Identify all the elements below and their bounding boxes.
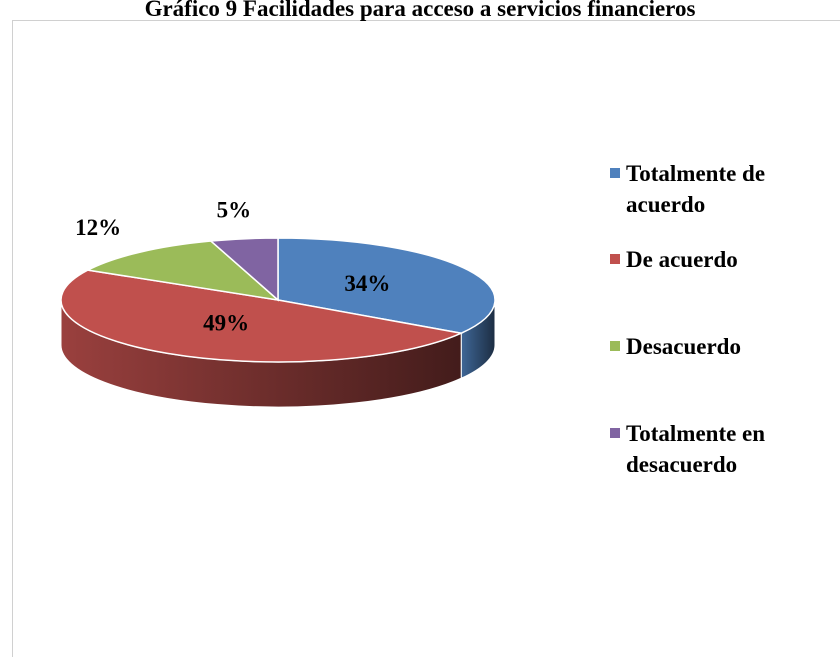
slice: [209, 237, 279, 302]
data-label: 34%: [344, 271, 390, 296]
legend-entry: Totalmente en desacuerdo: [606, 418, 806, 480]
data-label: 12%: [75, 215, 121, 240]
legend-entry: Totalmente de acuerdo: [606, 158, 806, 220]
chart-title: Gráfico 9 Facilidades para acceso a serv…: [145, 0, 696, 21]
legend-swatch: [610, 341, 620, 351]
legend-entry: De acuerdo: [606, 244, 806, 275]
legend-label: De acuerdo: [626, 247, 738, 272]
legend-swatch: [610, 168, 620, 178]
legend-label: Desacuerdo: [626, 334, 741, 359]
pie: 34% 49% 12% 5%: [60, 198, 496, 408]
slice: [60, 269, 464, 363]
data-label: 5%: [217, 198, 252, 223]
legend-swatch: [610, 254, 620, 264]
chart-frame: [12, 20, 840, 657]
legend-label: Totalmente en desacuerdo: [626, 421, 766, 477]
data-label: 49%: [203, 310, 249, 335]
legend-swatch: [610, 428, 620, 438]
slice: [85, 240, 281, 302]
legend-entry: Desacuerdo: [606, 331, 806, 362]
legend-label: Totalmente de acuerdo: [626, 161, 766, 217]
legend: Totalmente de acuerdo De acuerdo Desacuerd…: [606, 158, 806, 480]
